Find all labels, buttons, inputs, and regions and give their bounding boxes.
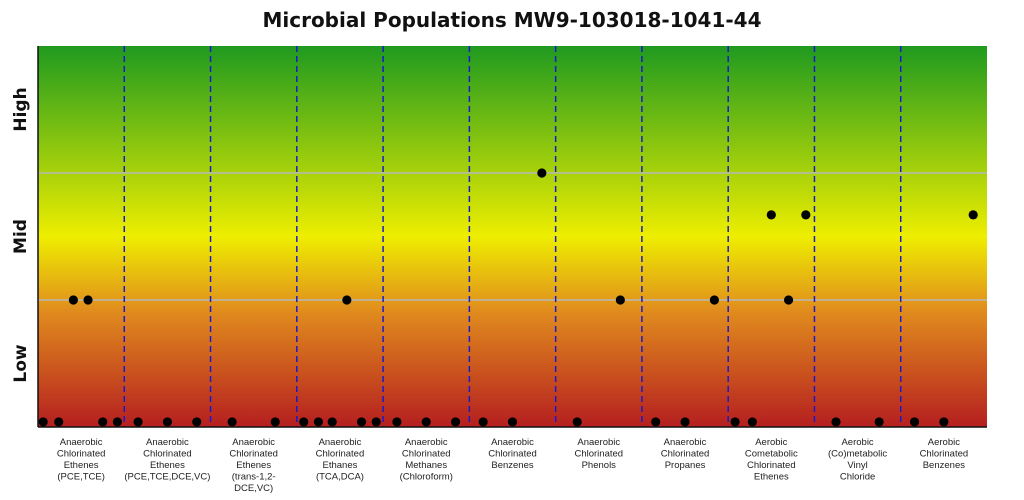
- data-points: [38, 168, 978, 427]
- category-label: Anaerobic Chlorinated Benzenes: [488, 437, 537, 471]
- data-point: [392, 417, 402, 427]
- data-point: [651, 417, 661, 427]
- category-dividers: [123, 46, 902, 427]
- data-point: [939, 417, 949, 427]
- category-label: Aerobic (Co)metabolic Vinyl Chloride: [828, 437, 887, 483]
- data-point: [478, 417, 488, 427]
- data-point: [968, 210, 978, 220]
- category-labels: Anaerobic Chlorinated Ethenes (PCE,TCE) Anae…: [57, 437, 968, 494]
- data-point: [356, 417, 367, 427]
- data-point: [38, 417, 48, 427]
- data-point: [227, 417, 237, 427]
- data-point: [831, 417, 841, 427]
- data-point: [313, 417, 323, 427]
- data-point: [327, 417, 337, 427]
- category-label: Anaerobic Chlorinated Phenols: [574, 437, 623, 471]
- data-point: [270, 417, 280, 427]
- y-tick-label-high: High: [11, 87, 31, 131]
- data-point: [299, 417, 309, 427]
- category-label: Anaerobic Chlorinated Ethenes (trans-1,2-DC…: [229, 437, 278, 494]
- data-point: [766, 210, 776, 220]
- data-point: [874, 417, 884, 427]
- category-label: Anaerobic Chlorinated Methanes (Chloroform): [400, 437, 453, 483]
- y-tick-label-low: Low: [11, 344, 31, 383]
- data-point: [572, 417, 582, 427]
- data-point: [371, 417, 381, 427]
- data-point: [54, 417, 64, 427]
- category-label: Anaerobic Chlorinated Ethenes (PCE,TCE,DCE,…: [124, 437, 210, 483]
- plot-background: [38, 46, 987, 427]
- data-point: [83, 295, 93, 305]
- data-point: [747, 417, 757, 427]
- data-point: [801, 210, 811, 220]
- data-point: [342, 295, 352, 305]
- category-label: Anaerobic Chlorinated Ethanes (TCA,DCA): [316, 437, 365, 483]
- category-label: Aerobic Chlorinated Benzenes: [920, 437, 969, 471]
- grid-lines: [38, 172, 987, 301]
- data-point: [909, 417, 920, 427]
- data-point: [450, 417, 461, 427]
- data-point: [709, 295, 719, 305]
- data-point: [98, 417, 108, 427]
- axes: [37, 46, 987, 428]
- category-label: Aerobic Cometabolic Chlorinated Ethenes: [745, 437, 798, 483]
- data-point: [783, 295, 794, 305]
- data-point: [507, 417, 518, 427]
- data-point: [421, 417, 431, 427]
- data-point: [133, 417, 143, 427]
- data-point: [112, 417, 122, 427]
- data-point: [68, 295, 78, 305]
- y-tick-labels: Low Mid High: [11, 87, 31, 382]
- data-point: [680, 417, 690, 427]
- data-point: [162, 417, 173, 427]
- data-point: [537, 168, 547, 178]
- data-point: [730, 417, 740, 427]
- y-tick-label-mid: Mid: [11, 219, 31, 254]
- category-label: Anaerobic Chlorinated Propanes: [661, 437, 710, 471]
- data-point: [615, 295, 625, 305]
- chart-title: Microbial Populations MW9-103018-1041-44: [262, 8, 762, 32]
- category-label: Anaerobic Chlorinated Ethenes (PCE,TCE): [57, 437, 106, 483]
- data-point: [192, 417, 202, 427]
